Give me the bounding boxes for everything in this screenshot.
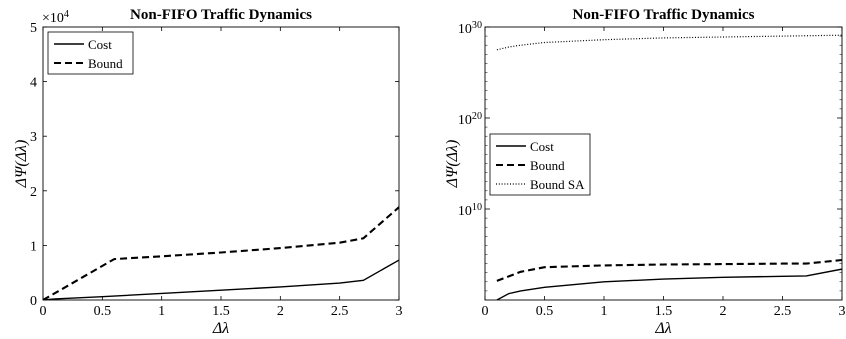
y-tick-label-base: 10 bbox=[458, 204, 472, 219]
chart-title: Non-FIFO Traffic Dynamics bbox=[573, 7, 755, 23]
y-multiplier-base: ×10 bbox=[42, 11, 64, 26]
y-tick-label-exp: 30 bbox=[472, 20, 482, 31]
series-line-cost bbox=[496, 268, 842, 300]
y-multiplier: ×104 bbox=[42, 9, 69, 27]
y-axis-label: ΔΨ(Δλ) bbox=[13, 140, 30, 189]
y-tick-label-base: 10 bbox=[458, 113, 472, 128]
x-tick-label: 3 bbox=[839, 304, 846, 319]
y-tick-label: 3 bbox=[30, 130, 37, 145]
x-tick-label: 2 bbox=[720, 304, 727, 319]
x-tick-label: 1 bbox=[158, 304, 165, 319]
x-tick-label: 1.5 bbox=[655, 304, 673, 319]
y-axis-label: ΔΨ(Δλ) bbox=[444, 140, 461, 189]
x-tick-label: 1.5 bbox=[212, 304, 230, 319]
legend-label: Cost bbox=[88, 37, 112, 52]
y-tick-label: 5 bbox=[30, 21, 37, 36]
series-line-cost bbox=[43, 259, 399, 300]
series-line-bound bbox=[496, 258, 842, 282]
series-line-bound-sa bbox=[496, 34, 842, 51]
y-tick-label-base: 10 bbox=[458, 22, 472, 37]
legend-label: Cost bbox=[530, 139, 554, 154]
legend: Cost Bound Bound SA bbox=[489, 133, 591, 196]
y-tick-label: 1010 bbox=[458, 202, 482, 220]
legend-label: Bound bbox=[88, 56, 123, 71]
y-tick-label: 2 bbox=[30, 185, 37, 200]
x-tick-label: 0.5 bbox=[536, 304, 554, 319]
y-tick-label: 0 bbox=[30, 294, 37, 309]
y-tick-label: 1 bbox=[30, 239, 37, 254]
series-line-bound bbox=[43, 206, 399, 300]
x-tick-label: 0.5 bbox=[94, 304, 112, 319]
y-tick-label: 1030 bbox=[458, 20, 482, 38]
legend-box bbox=[489, 133, 591, 196]
y-tick-label-exp: 10 bbox=[472, 202, 482, 213]
x-axis-label: Δλ bbox=[212, 320, 229, 337]
y-multiplier-exp: 4 bbox=[64, 9, 69, 20]
y-tick-label: 1020 bbox=[458, 111, 482, 129]
y-tick-label: 4 bbox=[30, 76, 37, 91]
y-tick-label-exp: 20 bbox=[472, 111, 482, 122]
x-tick-label: 0 bbox=[482, 304, 489, 319]
x-tick-label: 2.5 bbox=[774, 304, 792, 319]
legend: Cost Bound bbox=[47, 31, 134, 75]
x-tick-label: 0 bbox=[40, 304, 47, 319]
legend-label: Bound SA bbox=[530, 177, 585, 192]
x-tick-label: 3 bbox=[396, 304, 403, 319]
x-tick-label: 2.5 bbox=[331, 304, 349, 319]
x-tick-label: 2 bbox=[277, 304, 284, 319]
x-tick-label: 1 bbox=[601, 304, 608, 319]
legend-label: Bound bbox=[530, 158, 565, 173]
chart-title: Non-FIFO Traffic Dynamics bbox=[130, 7, 312, 23]
legend-box bbox=[47, 31, 134, 75]
x-axis-label: Δλ bbox=[654, 320, 671, 337]
